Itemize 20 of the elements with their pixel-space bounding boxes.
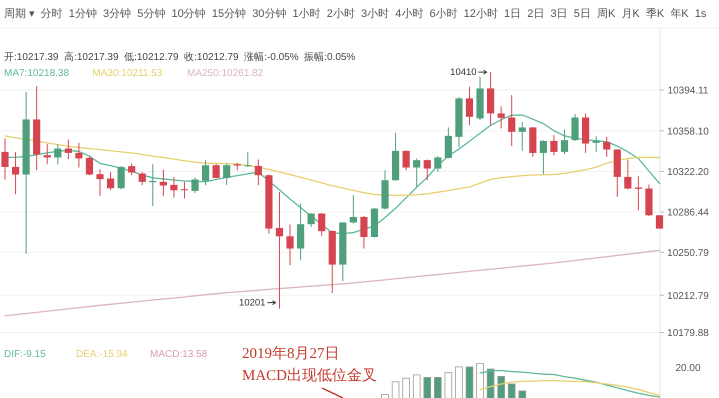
y-tick-label: 10250.79 [667,248,710,259]
y-tick-label: 10394.11 [668,86,709,97]
y-tick-label: 10179.88 [667,328,710,340]
y-tick-label: 10212.79 [667,290,710,302]
legend: MA250:10261.82 [187,68,264,79]
legend: MA30:10211.53 [92,68,162,79]
annotation: 开:10217.39 高:10217.39 低:10212.79 收:10212.79 涨幅:-0.05% 振幅:0.05% [4,51,356,63]
legend: MA7:10218.38 [4,68,70,79]
annotation: 10410 [450,67,477,78]
annotation: 10201 [239,298,266,309]
y-tick-label: 10358.10 [667,126,710,138]
annotation: 2019年8月27日 [242,345,340,362]
y-tick-label: 10322.20 [667,166,710,178]
text: MACD:13.58 [150,349,208,360]
annotation: MACD出现低位金叉 [242,367,378,384]
text: DIF:-9.15 [4,349,46,360]
text: DEA:-15.94 [76,349,128,360]
y-tick-label: 10286.44 [667,207,710,218]
text: 20.00 [675,363,701,374]
text: 周期 ▾ 分时 1分钟 3分钟 5分钟 10分钟 15分钟 30分钟 1小时 2小时 3小时 4小时 6小时 12小时 1日 2日 3日 5日 周K 月K 季K 年K 1s [4,7,707,20]
